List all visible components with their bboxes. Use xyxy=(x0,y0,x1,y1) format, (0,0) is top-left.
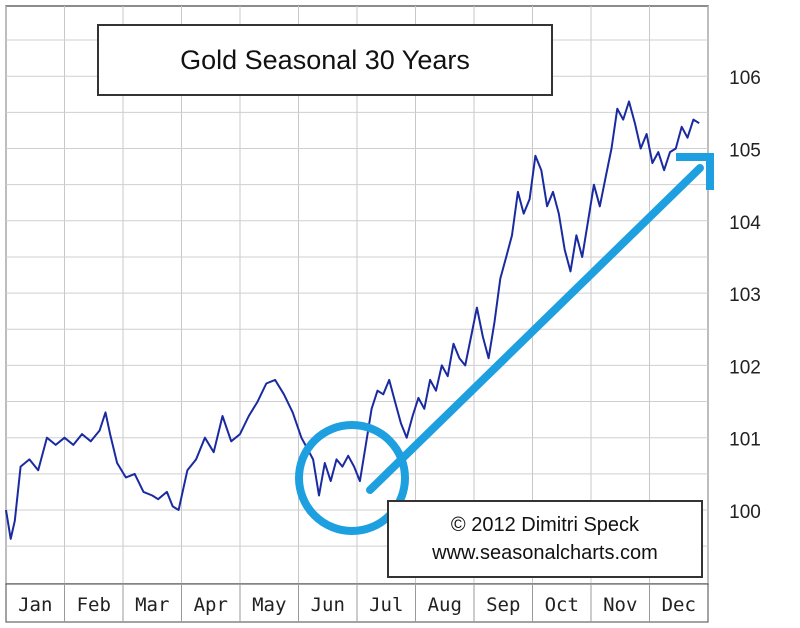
copyright-text: © 2012 Dimitri Speck xyxy=(450,514,640,536)
month-axis: Jan Feb Mar Apr May Jun Jul Aug Sep Oct Nov Dec xyxy=(5,583,709,623)
annotation-circle xyxy=(295,421,409,535)
annotation-layer xyxy=(295,153,714,535)
month-label: Dec xyxy=(662,594,696,616)
y-tick-label: 103 xyxy=(729,285,761,306)
source-url: www.seasonalcharts.com xyxy=(432,542,658,564)
y-tick-label: 106 xyxy=(729,68,761,89)
y-axis: 100 101 102 103 104 105 106 xyxy=(729,68,761,523)
month-label: Jan xyxy=(18,594,52,616)
annotation-arrow-shaft xyxy=(366,164,704,494)
y-tick-label: 102 xyxy=(729,357,761,378)
credit-box: © 2012 Dimitri Speck www.seasonalcharts.… xyxy=(387,500,703,578)
y-tick-label: 105 xyxy=(729,141,761,162)
month-label: Aug xyxy=(428,594,462,616)
gridlines xyxy=(5,6,709,622)
series-layer xyxy=(5,100,700,540)
chart-title: Gold Seasonal 30 Years xyxy=(97,24,553,96)
month-label: Sep xyxy=(486,594,520,616)
month-label: May xyxy=(252,594,286,616)
annotation-arrow-head xyxy=(676,153,714,190)
month-label: Oct xyxy=(545,594,579,616)
month-label: Apr xyxy=(194,594,228,616)
month-label: Jun xyxy=(311,594,345,616)
gold-seasonal-line xyxy=(5,100,700,540)
month-label: Nov xyxy=(603,594,637,616)
month-label: Mar xyxy=(135,594,169,616)
month-label: Jul xyxy=(369,594,403,616)
y-tick-label: 104 xyxy=(729,213,761,234)
y-tick-label: 100 xyxy=(729,502,761,523)
y-tick-label: 101 xyxy=(729,430,761,451)
month-label: Feb xyxy=(77,594,111,616)
